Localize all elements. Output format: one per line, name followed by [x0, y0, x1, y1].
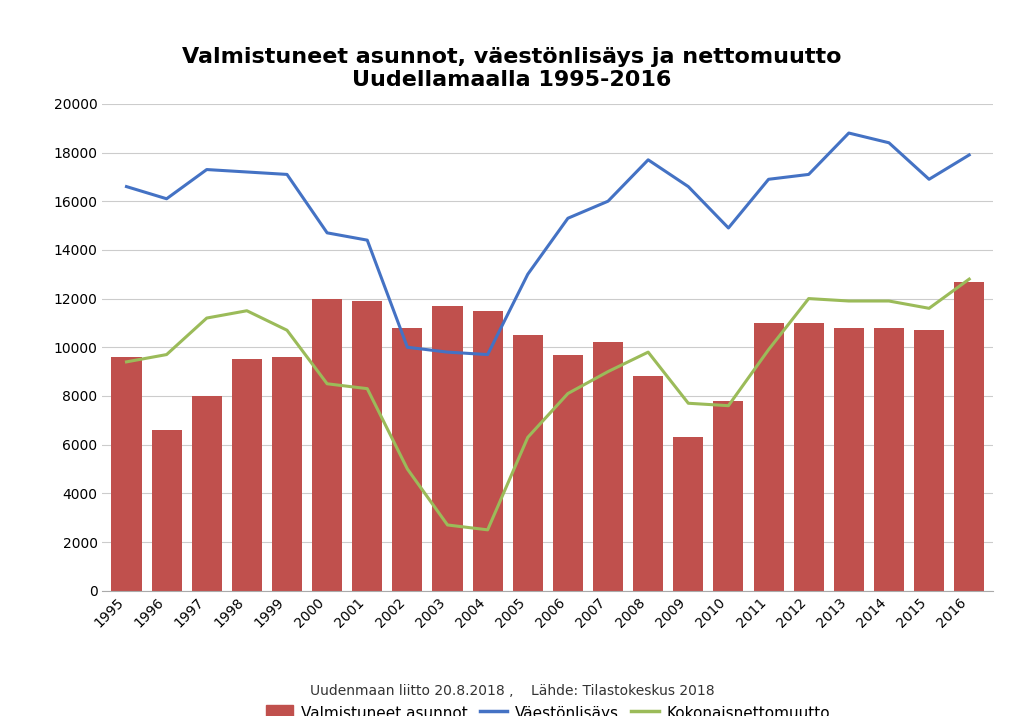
Bar	[673, 437, 703, 591]
Legend: Valmistuneet asunnot, Väestönlisäys, Kokonaisnettomuutto: Valmistuneet asunnot, Väestönlisäys, Kok…	[265, 705, 830, 716]
Bar	[152, 430, 181, 591]
Bar	[432, 306, 463, 591]
Text: Valmistuneet asunnot, väestönlisäys ja nettomuutto
Uudellamaalla 1995-2016: Valmistuneet asunnot, väestönlisäys ja n…	[182, 47, 842, 90]
Bar	[191, 396, 222, 591]
Bar	[834, 328, 864, 591]
Bar	[633, 377, 664, 591]
Bar	[112, 357, 141, 591]
Bar	[873, 328, 904, 591]
Bar	[473, 311, 503, 591]
Bar	[914, 330, 944, 591]
Bar	[553, 354, 583, 591]
Bar	[272, 357, 302, 591]
Bar	[392, 328, 423, 591]
Bar	[754, 323, 783, 591]
Text: Uudenmaan liitto 20.8.2018 ,    Lähde: Tilastokeskus 2018: Uudenmaan liitto 20.8.2018 , Lähde: Tila…	[309, 684, 715, 697]
Bar	[231, 359, 262, 591]
Bar	[954, 281, 984, 591]
Bar	[714, 401, 743, 591]
Bar	[593, 342, 623, 591]
Bar	[794, 323, 823, 591]
Bar	[312, 299, 342, 591]
Bar	[513, 335, 543, 591]
Bar	[352, 301, 382, 591]
